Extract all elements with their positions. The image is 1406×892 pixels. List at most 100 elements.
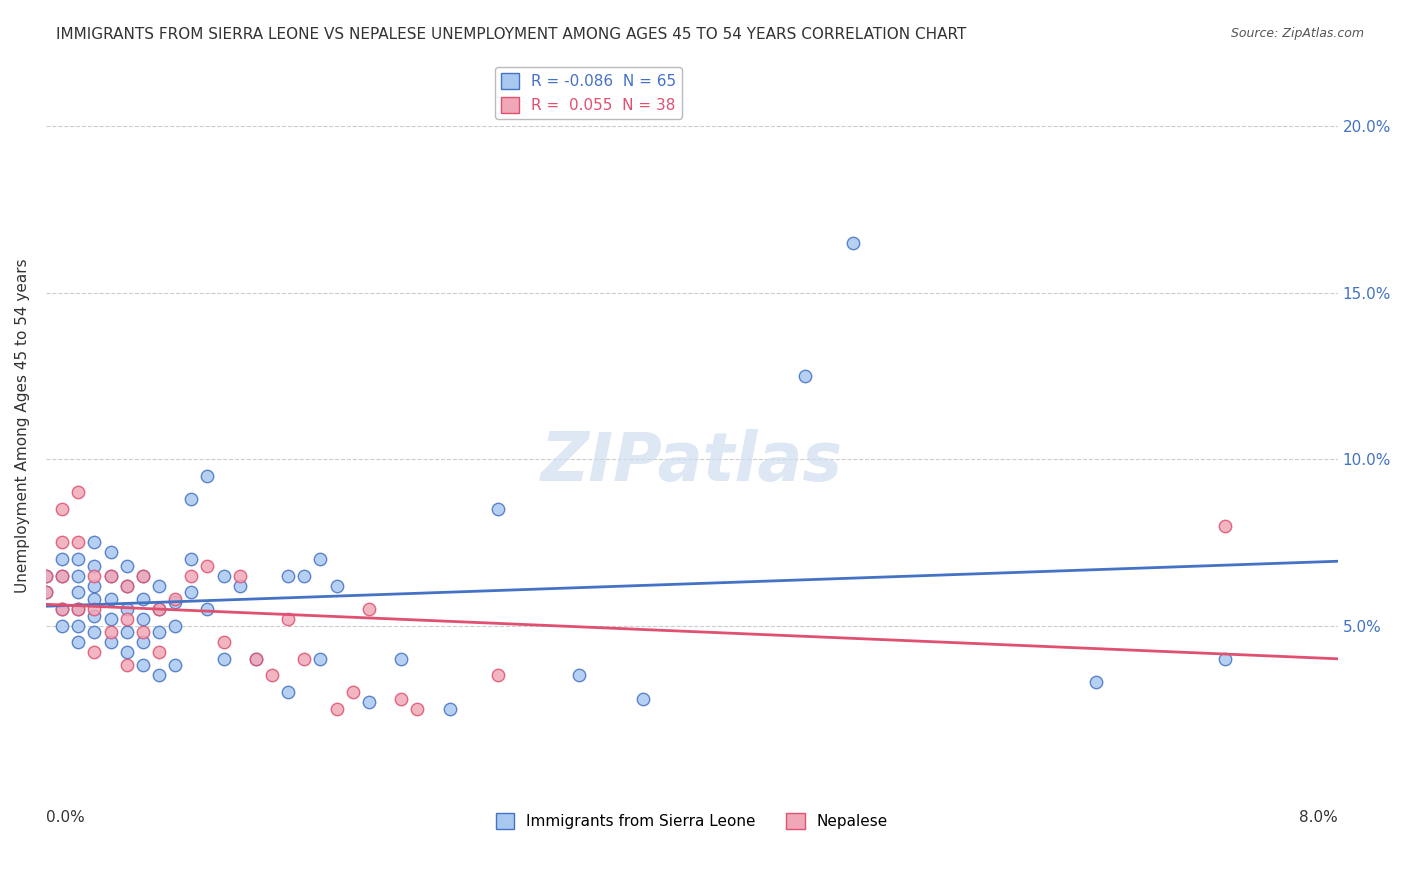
Point (132, 658, 155, 673)
Point (245, 652, 267, 666)
Point (165, 595, 187, 609)
Point (229, 578, 252, 592)
Point (67, 618, 90, 632)
Point (115, 578, 138, 592)
Point (180, 491, 202, 506)
Point (180, 585, 202, 599)
Point (245, 652, 267, 666)
Point (793, 368, 815, 383)
Point (132, 635, 155, 649)
Point (51, 568, 73, 582)
Point (35, 585, 58, 599)
Y-axis label: Unemployment Among Ages 45 to 54 years: Unemployment Among Ages 45 to 54 years (15, 259, 30, 593)
Point (115, 602, 138, 616)
Point (35, 568, 58, 582)
Point (100, 545, 122, 559)
Point (486, 502, 509, 516)
Point (389, 691, 412, 706)
Point (51, 602, 73, 616)
Point (67, 602, 90, 616)
Point (292, 652, 315, 666)
Point (67, 485, 90, 500)
Point (100, 591, 122, 606)
Point (132, 612, 155, 626)
Point (277, 685, 299, 699)
Text: 0.0%: 0.0% (46, 810, 84, 825)
Point (197, 468, 219, 483)
Point (165, 591, 187, 606)
Point (83, 558, 105, 573)
Point (67, 635, 90, 649)
Point (309, 652, 332, 666)
Point (67, 585, 90, 599)
Point (83, 535, 105, 549)
Point (165, 618, 187, 632)
Point (115, 625, 138, 640)
Point (83, 578, 105, 592)
Point (132, 625, 155, 640)
Point (148, 625, 170, 640)
Point (148, 645, 170, 659)
Point (260, 668, 283, 682)
Point (100, 612, 122, 626)
Point (1213, 652, 1236, 666)
Point (100, 625, 122, 640)
Point (309, 552, 332, 566)
Point (842, 235, 865, 250)
Point (292, 568, 315, 582)
Point (132, 591, 155, 606)
Point (67, 535, 90, 549)
Point (51, 568, 73, 582)
Point (132, 568, 155, 582)
Point (148, 602, 170, 616)
Point (51, 552, 73, 566)
Point (148, 668, 170, 682)
Point (325, 702, 347, 716)
Point (277, 612, 299, 626)
Point (100, 568, 122, 582)
Point (35, 568, 58, 582)
Point (51, 535, 73, 549)
Point (389, 652, 412, 666)
Point (197, 602, 219, 616)
Point (51, 602, 73, 616)
Point (486, 668, 509, 682)
Point (115, 558, 138, 573)
Point (180, 568, 202, 582)
Point (83, 608, 105, 623)
Point (51, 618, 73, 632)
Point (115, 578, 138, 592)
Point (51, 502, 73, 516)
Point (83, 568, 105, 582)
Point (83, 602, 105, 616)
Point (132, 568, 155, 582)
Point (1084, 675, 1107, 690)
Text: IMMIGRANTS FROM SIERRA LEONE VS NEPALESE UNEMPLOYMENT AMONG AGES 45 TO 54 YEARS : IMMIGRANTS FROM SIERRA LEONE VS NEPALESE… (56, 27, 966, 42)
Point (277, 568, 299, 582)
Point (67, 552, 90, 566)
Text: 8.0%: 8.0% (1299, 810, 1337, 825)
Point (67, 602, 90, 616)
Point (229, 568, 252, 582)
Point (100, 635, 122, 649)
Point (115, 612, 138, 626)
Point (1213, 518, 1236, 533)
Point (212, 652, 235, 666)
Point (67, 568, 90, 582)
Point (115, 658, 138, 673)
Point (148, 578, 170, 592)
Point (165, 658, 187, 673)
Point (439, 702, 461, 716)
Point (83, 645, 105, 659)
Point (115, 645, 138, 659)
Point (633, 691, 655, 706)
Point (568, 668, 591, 682)
Point (357, 695, 380, 709)
Point (325, 578, 347, 592)
Point (83, 625, 105, 640)
Point (342, 685, 364, 699)
Point (357, 602, 380, 616)
Point (197, 558, 219, 573)
Point (148, 602, 170, 616)
Point (100, 568, 122, 582)
